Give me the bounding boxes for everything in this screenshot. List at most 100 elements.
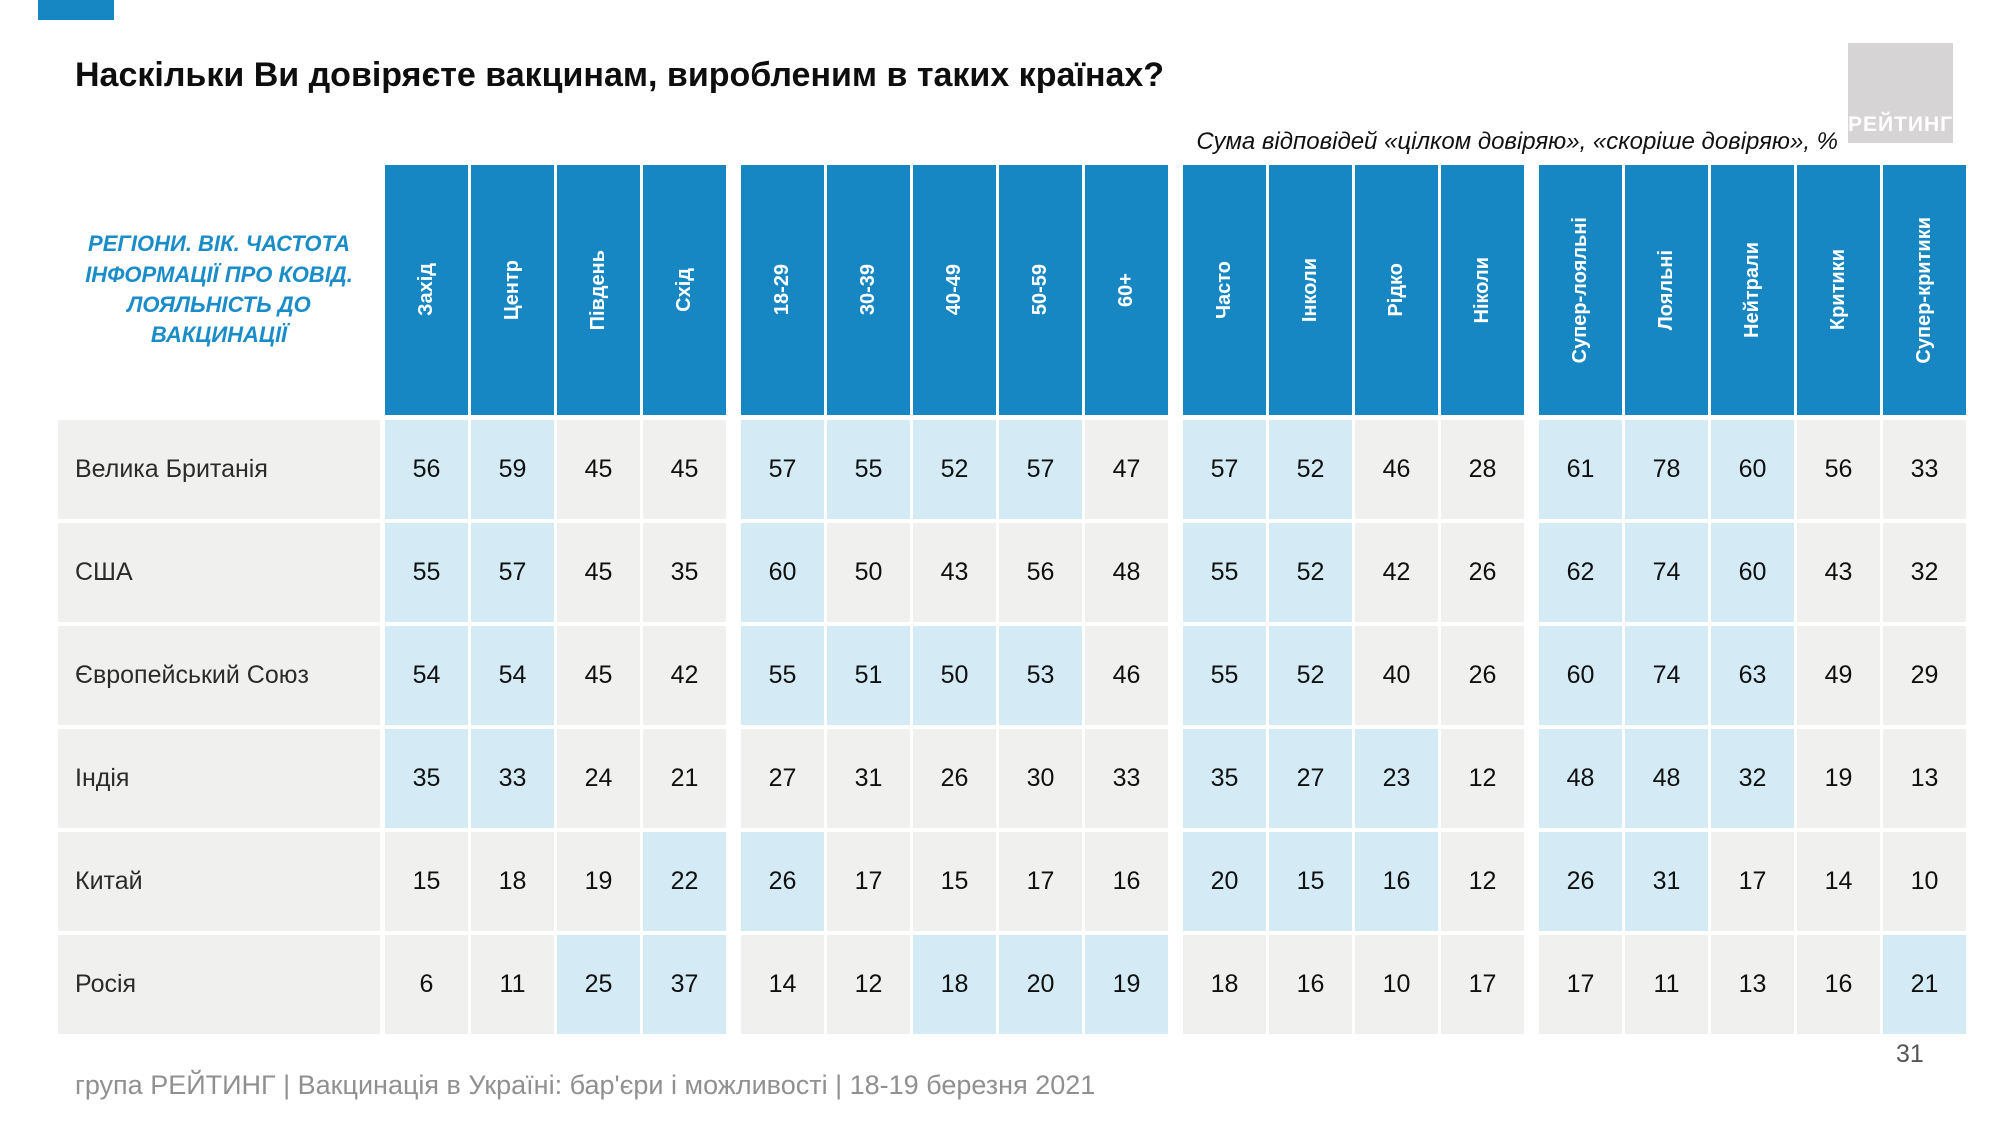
column-header-label: 40-49: [943, 264, 965, 316]
value-cell: 51: [827, 626, 910, 725]
row-label: Велика Британія: [58, 420, 380, 519]
column-header: Часто: [1183, 165, 1266, 415]
value-cell: 26: [1441, 523, 1524, 622]
column-header-label: Південь: [587, 249, 609, 331]
value-cell: 55: [741, 626, 824, 725]
column-header-label: Лояльні: [1655, 249, 1677, 331]
value-cell: 60: [1711, 523, 1794, 622]
value-cell-group: 60 74 63 49 29: [1539, 626, 1966, 725]
value-cell-group: 55 57 45 35: [385, 523, 726, 622]
value-cell-group: 62 74 60 43 32: [1539, 523, 1966, 622]
column-header-label: Супер-критики: [1913, 216, 1935, 364]
column-header-label: Центр: [501, 259, 523, 321]
value-cell: 18: [1183, 935, 1266, 1034]
table-row: Європейський Союз 54 54 45 42 55 51 50 53 46 55 52 4…: [58, 626, 1966, 725]
value-cell: 62: [1539, 523, 1622, 622]
value-cell: 63: [1711, 626, 1794, 725]
value-cell: 10: [1883, 832, 1966, 931]
column-header: Лояльні: [1625, 165, 1708, 415]
value-cell: 19: [1797, 729, 1880, 828]
value-cell: 55: [1183, 626, 1266, 725]
value-cell-group: 57 55 52 57 47: [741, 420, 1168, 519]
column-header-group: Часто Інколи Рідко Ніколи: [1183, 165, 1524, 415]
value-cell: 60: [741, 523, 824, 622]
column-header: Критики: [1797, 165, 1880, 415]
value-cell-group: 18 16 10 17: [1183, 935, 1524, 1034]
value-cell: 56: [1797, 420, 1880, 519]
column-header: 18-29: [741, 165, 824, 415]
value-cell: 45: [557, 626, 640, 725]
value-cell: 22: [643, 832, 726, 931]
value-cell: 35: [1183, 729, 1266, 828]
table-row: Росія 6 11 25 37 14 12 18 20 19 18 16 10 17 17 11 13 16 21: [58, 935, 1966, 1034]
column-header: Супер-лояльні: [1539, 165, 1622, 415]
value-cell: 15: [1269, 832, 1352, 931]
value-cell: 45: [643, 420, 726, 519]
value-cell: 54: [385, 626, 468, 725]
value-cell: 52: [1269, 420, 1352, 519]
value-cell: 31: [827, 729, 910, 828]
value-cell-group: 55 52 42 26: [1183, 523, 1524, 622]
value-cell: 55: [385, 523, 468, 622]
column-header-label: Схід: [673, 268, 695, 312]
column-header-label: Часто: [1213, 260, 1235, 320]
value-cell: 19: [557, 832, 640, 931]
value-cell: 50: [827, 523, 910, 622]
column-header: Ніколи: [1441, 165, 1524, 415]
value-cell: 26: [1441, 626, 1524, 725]
value-cell: 27: [741, 729, 824, 828]
column-header: Захід: [385, 165, 468, 415]
column-header: Південь: [557, 165, 640, 415]
column-header-label: Ніколи: [1471, 256, 1493, 324]
table-row: Індія 35 33 24 21 27 31 26 30 33 35 27 23 12 48 48 32 19 1…: [58, 729, 1966, 828]
value-cell: 11: [1625, 935, 1708, 1034]
value-cell: 55: [1183, 523, 1266, 622]
value-cell: 16: [1355, 832, 1438, 931]
value-cell: 26: [741, 832, 824, 931]
value-cell: 14: [1797, 832, 1880, 931]
value-cell-group: 26 31 17 14 10: [1539, 832, 1966, 931]
column-header-group: Захід Центр Південь Схід: [385, 165, 726, 415]
value-cell-group: 26 17 15 17 16: [741, 832, 1168, 931]
value-cell: 61: [1539, 420, 1622, 519]
value-cell: 19: [1085, 935, 1168, 1034]
value-cell: 15: [385, 832, 468, 931]
column-header: Нейтрали: [1711, 165, 1794, 415]
column-header-label: Захід: [415, 263, 437, 317]
row-label: Індія: [58, 729, 380, 828]
value-cell: 17: [1539, 935, 1622, 1034]
column-header-label: Супер-лояльні: [1569, 216, 1591, 364]
value-cell-group: 27 31 26 30 33: [741, 729, 1168, 828]
page-number: 31: [1896, 1040, 1924, 1068]
value-cell: 12: [827, 935, 910, 1034]
row-label: Європейський Союз: [58, 626, 380, 725]
value-cell: 26: [1539, 832, 1622, 931]
column-header-label: Рідко: [1385, 263, 1407, 317]
footer-source: група РЕЙТИНГ | Вакцинація в Україні: ба…: [75, 1070, 1096, 1100]
value-cell-group: 54 54 45 42: [385, 626, 726, 725]
value-cell: 42: [1355, 523, 1438, 622]
value-cell: 13: [1883, 729, 1966, 828]
value-cell: 56: [999, 523, 1082, 622]
value-cell: 43: [1797, 523, 1880, 622]
table-header-row: РЕГІОНИ. ВІК. ЧАСТОТА ІНФОРМАЦІЇ ПРО КОВ…: [58, 165, 1966, 415]
value-cell: 56: [385, 420, 468, 519]
value-cell-group: 48 48 32 19 13: [1539, 729, 1966, 828]
column-header: 50-59: [999, 165, 1082, 415]
rating-logo: РЕЙТИНГ: [1848, 43, 1953, 143]
value-cell-group: 14 12 18 20 19: [741, 935, 1168, 1034]
value-cell-group: 17 11 13 16 21: [1539, 935, 1966, 1034]
value-cell: 21: [643, 729, 726, 828]
column-header-label: 50-59: [1029, 264, 1051, 316]
value-cell: 57: [741, 420, 824, 519]
value-cell: 49: [1797, 626, 1880, 725]
page-title: Наскільки Ви довіряєте вакцинам, виробле…: [75, 56, 1165, 94]
value-cell: 16: [1797, 935, 1880, 1034]
value-cell: 17: [999, 832, 1082, 931]
value-cell-group: 57 52 46 28: [1183, 420, 1524, 519]
column-header-label: Критики: [1827, 249, 1849, 331]
value-cell: 17: [1711, 832, 1794, 931]
column-header: Центр: [471, 165, 554, 415]
value-cell: 55: [827, 420, 910, 519]
column-header: Рідко: [1355, 165, 1438, 415]
